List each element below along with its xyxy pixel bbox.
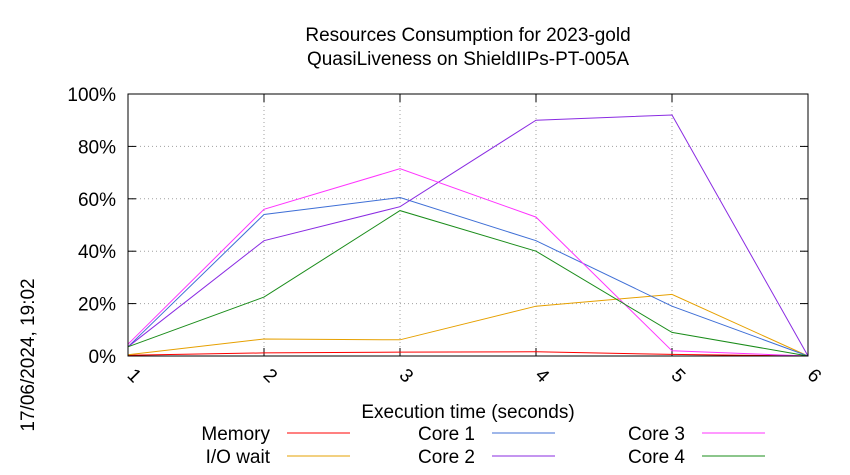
series-line-core-3: [127, 168, 809, 357]
series-line-memory: [127, 351, 809, 357]
chart-title: Resources Consumption for 2023-gold: [305, 25, 630, 46]
x-tick-label: 5: [667, 365, 689, 387]
y-tick-label: 0%: [89, 347, 117, 368]
y-tick-label: 20%: [78, 295, 116, 316]
legend-label: Core 4: [628, 447, 685, 468]
x-tick-label: 2: [259, 365, 281, 387]
y-tick-label: 80%: [78, 137, 116, 158]
series-line-core-1: [127, 196, 809, 357]
plot-frame: [127, 93, 809, 357]
legend-label: Core 2: [418, 447, 475, 468]
legend-label: Memory: [201, 424, 270, 445]
side-timestamp: 17/06/2024, 19:02: [18, 278, 39, 431]
legend-label: I/O wait: [206, 447, 271, 468]
series-line-core-4: [127, 210, 809, 357]
x-tick-label: 3: [395, 365, 417, 387]
axis-ticks: 0% 20% 40% 60% 80% 100% 1 2 3 4 5 6: [67, 85, 825, 388]
y-tick-label: 60%: [78, 190, 116, 211]
legend-label: Core 3: [628, 424, 685, 445]
x-tick-label: 1: [123, 365, 145, 387]
series-lines: [127, 114, 809, 357]
series-line-i-o-wait: [127, 293, 809, 357]
grid: [128, 94, 808, 356]
x-tick-label: 4: [531, 365, 554, 388]
y-tick-label: 40%: [78, 242, 116, 263]
series-line-core-2: [127, 114, 809, 357]
y-tick-label: 100%: [67, 85, 116, 106]
chart-subtitle: QuasiLiveness on ShieldIIPs-PT-005A: [307, 49, 629, 70]
x-axis-label: Execution time (seconds): [361, 402, 574, 423]
x-tick-label: 6: [803, 365, 825, 387]
legend-label: Core 1: [418, 424, 475, 445]
